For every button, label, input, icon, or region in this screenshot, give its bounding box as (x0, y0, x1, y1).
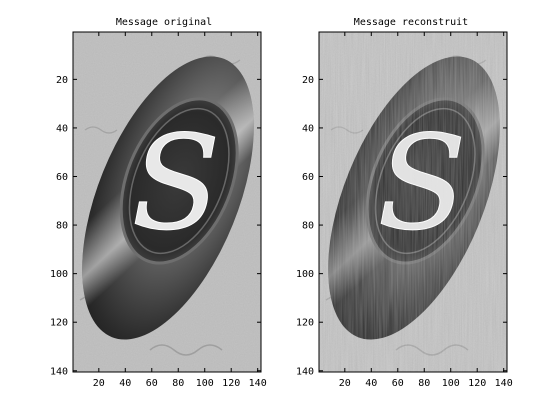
y-tick-label: 20 (302, 75, 314, 86)
x-tick-label: 60 (146, 378, 158, 389)
x-tick-label: 40 (365, 378, 377, 389)
x-tick-label: 100 (442, 378, 460, 389)
y-tick-label: 20 (56, 75, 68, 86)
panel-reconstructed: Message reconstruit S 20 40 60 80 100 120 1402… (296, 17, 513, 389)
x-tick-label: 80 (418, 378, 430, 389)
x-tick-label: 20 (93, 378, 105, 389)
x-tick-label: 140 (249, 378, 267, 389)
x-tick-label: 100 (196, 378, 214, 389)
svg-text:S: S (131, 107, 220, 259)
axes-reconstructed: 20 40 60 80 100 120 140 20 40 60 80 100 120 140 (296, 32, 513, 389)
x-tick-label: 120 (468, 378, 486, 389)
x-tick-label: 20 (339, 378, 351, 389)
y-tick-label: 40 (302, 123, 314, 134)
y-tick-label: 60 (302, 172, 314, 183)
axes-original: 20 40 60 80 100 120 140 20 40 60 80 100 120 140 (50, 32, 267, 389)
x-tick-label: 80 (172, 378, 184, 389)
image-reconstructed: S (318, 31, 508, 373)
y-tick-label: 140 (296, 366, 314, 377)
x-tick-label: 120 (222, 378, 240, 389)
y-tick-label: 100 (296, 269, 314, 280)
panel-title-reconstructed: Message reconstruit (354, 17, 468, 28)
panel-original: Message original S 20 40 60 80 100 120 140 20 40… (50, 17, 267, 389)
x-tick-label: 40 (119, 378, 131, 389)
image-original: S (72, 31, 262, 373)
y-tick-label: 140 (50, 366, 68, 377)
x-tick-label: 140 (495, 378, 513, 389)
panel-title-original: Message original (116, 17, 212, 28)
y-tick-label: 80 (302, 221, 314, 232)
y-tick-label: 120 (296, 318, 314, 329)
y-tick-label: 40 (56, 123, 68, 134)
y-tick-label: 60 (56, 172, 68, 183)
y-tick-label: 120 (50, 318, 68, 329)
y-tick-label: 100 (50, 269, 68, 280)
x-tick-label: 60 (392, 378, 404, 389)
y-tick-label: 80 (56, 221, 68, 232)
